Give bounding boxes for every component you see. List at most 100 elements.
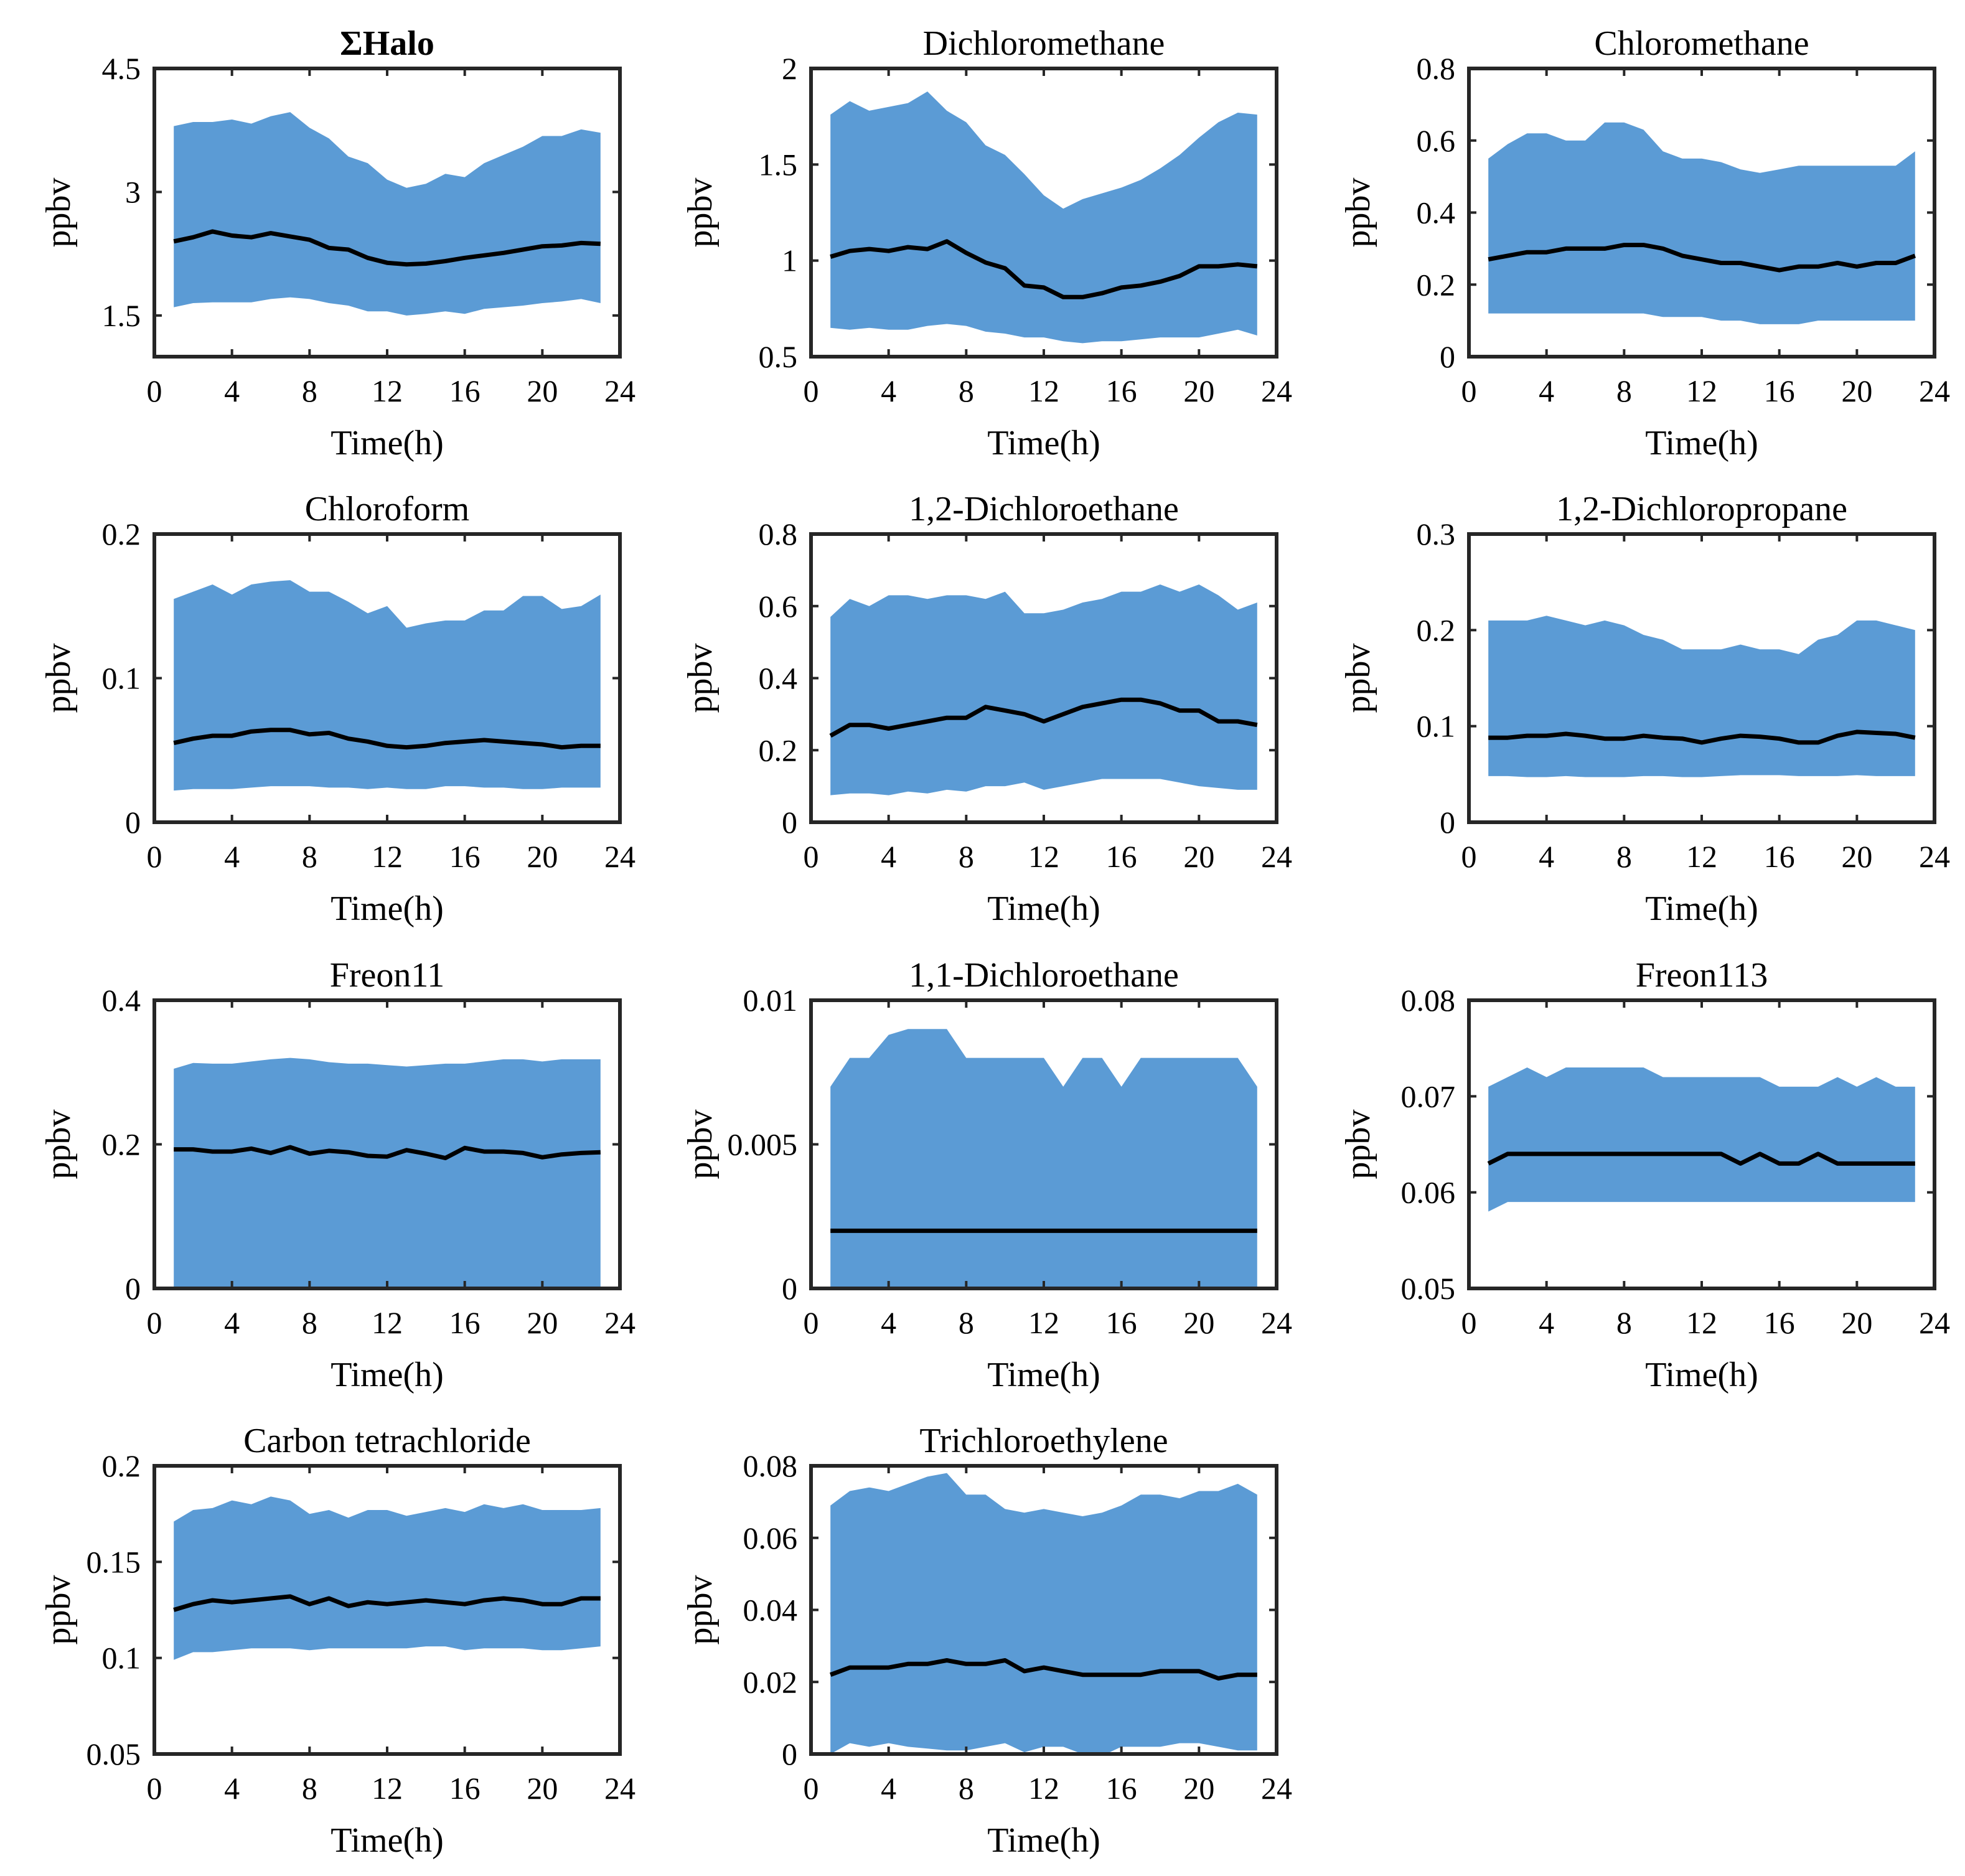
x-tick-label: 16	[1106, 1305, 1137, 1340]
x-tick-label: 12	[372, 373, 403, 408]
mean-line	[174, 1145, 601, 1160]
x-tick-label: 20	[527, 1771, 558, 1806]
x-tick-label: 0	[1461, 1305, 1477, 1340]
chart-title: Trichloroethylene	[919, 1422, 1168, 1460]
x-tick-label: 24	[1919, 373, 1950, 408]
range-band	[830, 1473, 1257, 1756]
x-tick-label: 20	[527, 1305, 558, 1340]
y-tick-label: 0.06	[1401, 1175, 1456, 1210]
y-axis-label: ppbv	[39, 644, 78, 713]
x-tick-label: 8	[302, 839, 317, 874]
chart-title: 1,1-Dichloroethane	[909, 956, 1179, 995]
x-tick-label: 24	[1919, 1305, 1950, 1340]
y-tick-label: 0.2	[1417, 267, 1456, 302]
x-axis-label: Time(h)	[1645, 424, 1758, 462]
y-tick-label: 1.5	[102, 298, 141, 333]
x-axis-label: Time(h)	[331, 889, 444, 928]
x-tick-label: 8	[1616, 1305, 1632, 1340]
x-tick-label: 20	[1841, 1305, 1872, 1340]
y-tick-label: 0.2	[759, 733, 798, 767]
x-tick-label: 8	[1616, 373, 1632, 408]
x-axis-label: Time(h)	[987, 1356, 1100, 1394]
x-tick-label: 0	[1461, 373, 1477, 408]
y-tick-label: 0	[1440, 339, 1455, 374]
range-band	[174, 580, 601, 791]
chart-panel: 0 4 8 12 16 20 24 0.05 0.06 0.07 0.08 Freon113 Time(…	[1339, 956, 1950, 1394]
mean-line	[830, 239, 1258, 299]
x-tick-label: 20	[1841, 839, 1872, 874]
y-tick-label: 0.06	[743, 1521, 798, 1555]
y-axis-label: ppbv	[1339, 644, 1377, 713]
range-band	[1488, 122, 1915, 324]
x-tick-label: 24	[1261, 839, 1292, 874]
y-tick-label: 0.1	[1417, 709, 1456, 744]
y-axis-label: ppbv	[39, 178, 78, 248]
x-axis-label: Time(h)	[1645, 889, 1758, 928]
x-tick-label: 20	[527, 839, 558, 874]
x-tick-label: 20	[1841, 373, 1872, 408]
y-tick-label: 2	[782, 51, 797, 86]
y-tick-label: 0.3	[1417, 517, 1456, 551]
y-tick-label: 0.08	[1401, 983, 1456, 1018]
x-tick-label: 4	[1539, 839, 1554, 874]
x-tick-label: 0	[804, 1305, 819, 1340]
range-band	[1488, 616, 1915, 777]
range-band	[174, 1496, 601, 1660]
y-tick-label: 0.08	[743, 1448, 798, 1483]
x-tick-label: 8	[959, 1305, 974, 1340]
chart-title: Freon113	[1636, 956, 1768, 995]
x-tick-label: 8	[959, 373, 974, 408]
x-tick-label: 8	[1616, 839, 1632, 874]
y-tick-label: 0.1	[102, 1641, 141, 1676]
mean-line	[173, 229, 601, 267]
range-band	[174, 1058, 601, 1288]
x-tick-label: 12	[1028, 1305, 1059, 1340]
y-axis-label: ppbv	[1339, 1110, 1377, 1180]
x-tick-label: 4	[224, 1305, 240, 1340]
y-tick-label: 0.5	[759, 339, 798, 374]
x-tick-label: 16	[449, 373, 481, 408]
x-tick-label: 0	[147, 1771, 162, 1806]
chart-title: Chloroform	[305, 490, 469, 528]
x-tick-label: 0	[804, 839, 819, 874]
chart-title: 1,2-Dichloroethane	[909, 490, 1179, 528]
x-tick-label: 16	[1764, 839, 1795, 874]
chart-panel: 0 4 8 12 16 20 24 0 0.02 0.04 0.06 0.08 Trichloroeth…	[681, 1422, 1292, 1860]
range-band	[174, 112, 601, 316]
y-tick-label: 0.8	[1417, 51, 1456, 86]
y-tick-label: 0.02	[743, 1664, 798, 1699]
x-tick-label: 16	[449, 1771, 481, 1806]
x-tick-label: 16	[1106, 1771, 1137, 1806]
y-tick-label: 0	[782, 1271, 797, 1306]
x-tick-label: 24	[604, 1771, 635, 1806]
y-tick-label: 0.01	[743, 983, 798, 1018]
mean-line	[1488, 729, 1916, 745]
x-axis-label: Time(h)	[987, 1821, 1100, 1860]
chart-panel: 0 4 8 12 16 20 24 1.5 3 4.5 ΣHalo Time(h) ppbv	[39, 24, 635, 462]
range-band	[830, 584, 1257, 795]
y-tick-label: 0.04	[743, 1593, 798, 1628]
x-tick-label: 12	[1686, 373, 1717, 408]
x-tick-label: 20	[1183, 839, 1214, 874]
x-tick-label: 0	[147, 839, 162, 874]
chart-title: ΣHalo	[340, 24, 434, 63]
chart-title: Freon11	[330, 956, 445, 995]
range-band	[830, 1029, 1257, 1288]
mean-line	[1488, 243, 1916, 273]
x-tick-label: 12	[1028, 373, 1059, 408]
x-tick-label: 24	[604, 1305, 635, 1340]
y-tick-label: 1.5	[759, 147, 798, 182]
x-axis-label: Time(h)	[1645, 1356, 1758, 1394]
x-tick-label: 8	[302, 1305, 317, 1340]
y-tick-label: 0.07	[1401, 1079, 1456, 1114]
x-tick-label: 4	[224, 839, 240, 874]
y-tick-label: 0.15	[87, 1544, 141, 1579]
y-axis-label: ppbv	[681, 1575, 720, 1645]
chart-panel: 0 4 8 12 16 20 24 0 0.2 0.4 0.6 0.8 1,2-Dichloroetha…	[681, 490, 1292, 928]
y-tick-label: 0.1	[102, 661, 141, 696]
y-axis-label: ppbv	[1339, 178, 1377, 248]
y-tick-label: 0.6	[759, 589, 798, 624]
chart-title: Chloromethane	[1594, 24, 1809, 63]
x-tick-label: 4	[1539, 373, 1554, 408]
